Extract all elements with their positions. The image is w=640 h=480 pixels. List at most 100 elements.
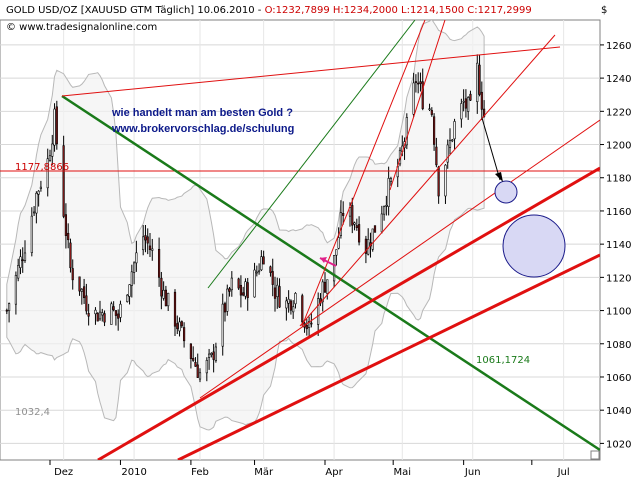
candle-body xyxy=(80,288,83,292)
candle-body xyxy=(130,271,133,286)
candle-body xyxy=(389,178,393,182)
candle-body xyxy=(157,248,161,278)
candle-body xyxy=(444,164,447,197)
candle-body xyxy=(428,108,431,111)
candle-body xyxy=(198,372,202,380)
candle-body xyxy=(119,303,122,318)
candle-body xyxy=(478,64,481,95)
chart-header: GOLD USD/OZ [XAUUSD GTM Täglich] 10.06.2… xyxy=(6,5,532,16)
candle-body xyxy=(335,249,338,256)
candle-body xyxy=(117,313,120,319)
candle-body xyxy=(276,284,279,298)
candle-body xyxy=(446,144,449,163)
candle-body xyxy=(432,116,436,145)
candle-body xyxy=(114,310,118,316)
candle-body xyxy=(421,81,424,109)
candle-body xyxy=(367,239,370,255)
forecast-arrow-head xyxy=(495,172,503,182)
x-tick-label: Mär xyxy=(254,467,274,478)
y-tick-label: 1240 xyxy=(606,74,631,85)
candle-body xyxy=(271,271,274,285)
candle-body xyxy=(126,294,129,302)
candle-body xyxy=(262,256,265,265)
green-uptrend-line xyxy=(207,20,416,289)
y-tick-label: 1200 xyxy=(606,141,631,152)
price-candles xyxy=(5,54,486,383)
candle-body xyxy=(294,293,297,305)
candle-body xyxy=(7,303,11,312)
y-tick-label: 1180 xyxy=(606,174,631,185)
candle-body xyxy=(385,204,388,207)
candle-body xyxy=(182,327,186,342)
candle-body xyxy=(387,178,390,207)
candle-body xyxy=(94,309,97,315)
candle-body xyxy=(339,212,343,236)
candle-body xyxy=(96,312,99,322)
candle-body xyxy=(228,288,231,292)
candle-body xyxy=(464,98,468,109)
candle-body xyxy=(289,300,293,311)
candle-body xyxy=(178,321,181,332)
red-lower-channel-thin xyxy=(199,119,600,399)
ohlc-values: O:1232,7899 H:1234,2000 L:1214,1500 C:12… xyxy=(265,5,532,16)
level-label-red: 1177,8866 xyxy=(15,162,69,173)
candle-body xyxy=(85,295,88,312)
candle-body xyxy=(307,321,311,328)
candle-body xyxy=(167,292,170,307)
candle-body xyxy=(246,282,249,299)
candle-body xyxy=(278,286,281,308)
candle-body xyxy=(87,312,90,317)
candle-body xyxy=(132,262,136,273)
annotation-url: www.brokervorschlag.de/schulung xyxy=(111,123,294,135)
candle-body xyxy=(292,306,295,313)
forecast-arrow-line xyxy=(481,117,501,181)
red-steep-line-1 xyxy=(301,20,426,327)
x-axis: Dez 2010 Feb Mär Apr Mai Jun Jul xyxy=(49,460,570,478)
annotation-question: wie handelt man am besten Gold ? xyxy=(111,107,293,119)
candle-body xyxy=(19,256,22,268)
candle-body xyxy=(380,213,383,233)
red-uptrend-line xyxy=(299,34,556,327)
candle-body xyxy=(321,281,324,303)
candle-body xyxy=(144,235,147,241)
candle-body xyxy=(69,242,72,269)
candle-body xyxy=(146,236,149,244)
candle-body xyxy=(448,140,452,148)
x-tick-label: Jul xyxy=(557,467,570,478)
level-label-gray: 1032,4 xyxy=(15,407,50,418)
candle-body xyxy=(210,353,213,355)
target-circle-small xyxy=(494,180,518,204)
candle-body xyxy=(287,298,290,304)
candle-body xyxy=(51,143,54,157)
candle-body xyxy=(467,97,470,112)
candle-body xyxy=(419,81,422,84)
candle-body xyxy=(239,284,243,296)
candle-body xyxy=(355,225,358,228)
red-steep-line-2 xyxy=(389,20,446,191)
candle-body xyxy=(480,91,483,110)
candle-body xyxy=(48,155,52,161)
candle-body xyxy=(176,323,179,330)
candle-body xyxy=(257,270,261,273)
y-tick-label: 1020 xyxy=(606,439,631,450)
candle-body xyxy=(382,206,386,215)
candle-body xyxy=(194,361,197,367)
x-tick-label: 2010 xyxy=(121,467,146,478)
y-tick-label: 1060 xyxy=(606,373,631,384)
y-tick-label: 1120 xyxy=(606,273,631,284)
candle-body xyxy=(285,300,288,309)
x-tick-label: Mai xyxy=(393,467,411,478)
candle-body xyxy=(430,110,433,115)
volatility-band xyxy=(6,20,485,431)
candle-body xyxy=(353,222,356,225)
candle-body xyxy=(226,288,229,312)
candle-body xyxy=(17,265,20,279)
candle-body xyxy=(30,215,33,253)
candle-body xyxy=(82,286,86,299)
target-circle-large xyxy=(502,214,566,278)
candle-body xyxy=(21,259,24,262)
corner-grip[interactable] xyxy=(590,450,600,460)
candle-body xyxy=(53,108,56,146)
candle-body xyxy=(189,343,193,359)
candle-body xyxy=(62,145,65,217)
